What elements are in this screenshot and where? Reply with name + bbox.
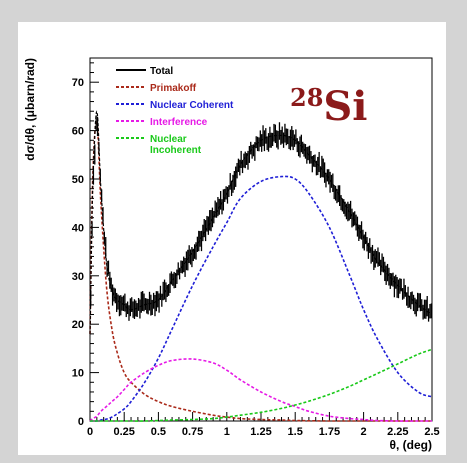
series-group (89, 110, 433, 422)
element-mass-number: 28 (290, 83, 323, 112)
legend-label: Nuclear (150, 134, 187, 145)
legend-label: Total (150, 66, 173, 77)
y-tick-label: 30 (72, 271, 84, 283)
plot-frame (89, 57, 433, 422)
y-tick-label: 0 (78, 416, 84, 428)
legend-label: Incoherent (150, 145, 202, 156)
series-curve-primakoff (89, 119, 432, 422)
x-tick-label: 2.5 (424, 426, 439, 438)
legend-label: Primakoff (150, 83, 197, 94)
y-axis-title: dσ/dθ, (μbarn/rad) (23, 58, 37, 161)
element-symbol: Si (323, 83, 367, 130)
x-axis-title: θ, (deg) (390, 438, 432, 452)
x-tick-label: 2 (361, 426, 367, 438)
cross-section-chart: 0 10 20 30 40 50 60 70 0 0.25 0.5 0.75 1 1.25 1.5 1.75 2… (23, 57, 440, 452)
legend-label: Interference (150, 117, 208, 128)
x-tick-label: 0.25 (113, 426, 134, 438)
x-tick-label: 0.5 (151, 426, 166, 438)
y-tick-label: 40 (72, 222, 84, 234)
y-tick-label: 20 (72, 319, 84, 331)
x-tick-label: 2.25 (387, 426, 408, 438)
y-tick-label: 70 (72, 77, 84, 89)
element-annotation: 28Si (290, 83, 368, 130)
plot-panel: 0 10 20 30 40 50 60 70 0 0.25 0.5 0.75 1 1.25 1.5 1.75 2… (18, 22, 446, 455)
y-tick-label: 50 (72, 174, 84, 186)
x-tick-label: 0.75 (182, 426, 203, 438)
series-curve-nuclear-coherent (89, 175, 433, 422)
y-tick-label: 10 (72, 368, 84, 380)
x-tick-label: 1.25 (250, 426, 271, 438)
x-tick-label: 1.75 (319, 426, 340, 438)
legend: Total Primakoff Nuclear Coherent Interferen… (116, 66, 234, 156)
x-tick-label: 1 (224, 426, 230, 438)
y-tick-label: 60 (72, 126, 84, 138)
x-tick-label: 0 (87, 426, 93, 438)
total-data-points (90, 115, 432, 322)
x-tick-label: 1.5 (288, 426, 303, 438)
legend-label: Nuclear Coherent (150, 100, 234, 111)
series-curve-nuclear-incoherent (89, 348, 433, 422)
